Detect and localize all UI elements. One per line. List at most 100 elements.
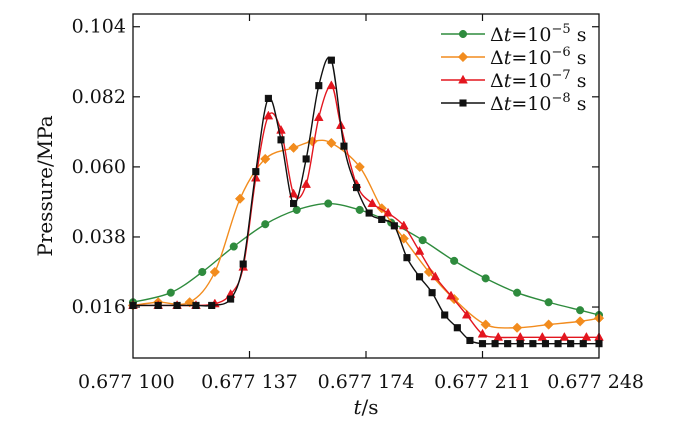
data-point <box>491 340 499 348</box>
data-point <box>367 198 378 207</box>
data-point <box>441 311 449 319</box>
y-axis-ticks: 0.016 0.038 0.060 0.082 0.104 <box>72 16 599 318</box>
data-point <box>478 340 487 348</box>
data-point <box>415 273 424 281</box>
data-point <box>529 340 537 348</box>
data-point <box>290 199 298 208</box>
data-point <box>365 209 373 217</box>
data-point <box>288 142 299 153</box>
data-point <box>327 56 335 64</box>
data-point <box>250 172 261 182</box>
data-point <box>428 289 436 297</box>
data-point <box>398 233 409 244</box>
data-point <box>581 331 592 341</box>
series-line <box>132 202 600 316</box>
legend-marker <box>457 51 469 63</box>
series-4 <box>129 56 603 348</box>
data-point <box>340 142 348 150</box>
data-point <box>313 112 324 121</box>
data-point <box>554 340 562 348</box>
data-point <box>252 168 260 176</box>
data-point <box>208 301 216 309</box>
data-point <box>209 266 221 278</box>
x-tick-label: 0.677 100 <box>78 371 175 393</box>
data-point <box>504 340 512 348</box>
data-point <box>166 288 175 297</box>
legend-marker <box>459 99 467 107</box>
data-point <box>173 301 181 309</box>
data-point <box>418 236 427 245</box>
data-point <box>324 199 333 208</box>
legend-item-1: Δt=10−5 s <box>441 22 586 46</box>
data-point <box>414 245 425 255</box>
data-point <box>480 319 491 330</box>
data-point <box>302 155 310 163</box>
data-point <box>383 207 393 217</box>
data-point <box>390 222 398 230</box>
data-point <box>229 242 238 251</box>
legend-marker <box>458 29 468 39</box>
x-tick-label: 0.677 137 <box>201 371 298 393</box>
data-point <box>234 193 246 204</box>
data-point <box>461 309 472 319</box>
data-point <box>227 295 235 303</box>
data-point <box>326 80 337 90</box>
data-point <box>543 319 554 330</box>
data-point <box>541 340 550 348</box>
series-line <box>132 139 600 329</box>
data-point <box>559 331 570 341</box>
y-tick-label: 0.038 <box>72 226 126 248</box>
data-point <box>239 260 247 268</box>
data-point <box>184 297 195 308</box>
y-tick-label: 0.104 <box>72 16 126 38</box>
data-point <box>315 82 323 90</box>
x-axis-ticks: 0.677 100 0.677 137 0.677 174 0.677 211 0.67… <box>78 14 644 393</box>
x-axis-title-unit: /s <box>362 395 379 419</box>
series-2 <box>127 136 605 333</box>
data-point <box>353 184 361 192</box>
legend: Δt=10−5 sΔt=10−6 sΔt=10−7 sΔt=10−8 s <box>441 22 586 115</box>
legend-marker <box>458 74 468 84</box>
data-point <box>576 306 585 315</box>
data-point <box>378 215 386 223</box>
legend-label: Δt=10−7 s <box>490 68 586 92</box>
x-axis-title-symbol: t <box>353 395 362 419</box>
data-point <box>453 324 461 332</box>
data-point <box>423 266 435 278</box>
x-tick-label: 0.677 248 <box>547 371 644 393</box>
data-point <box>292 205 301 214</box>
data-point <box>260 153 271 165</box>
data-point <box>263 110 274 120</box>
data-point <box>430 271 441 281</box>
data-point <box>192 301 200 309</box>
series-1 <box>128 199 604 320</box>
data-point <box>261 220 270 229</box>
x-axis-title: t/s <box>353 395 378 419</box>
data-point <box>515 331 526 341</box>
y-tick-label: 0.082 <box>72 86 126 108</box>
legend-item-4: Δt=10−8 s <box>441 91 586 115</box>
data-point <box>477 328 488 338</box>
data-point <box>579 340 587 348</box>
data-point <box>537 331 548 341</box>
legend-label: Δt=10−6 s <box>490 45 586 69</box>
data-point <box>277 136 285 144</box>
y-tick-label: 0.060 <box>72 156 126 178</box>
data-point <box>446 290 456 300</box>
x-tick-label: 0.677 211 <box>434 371 531 393</box>
legend-label: Δt=10−5 s <box>490 22 586 46</box>
data-point <box>264 94 272 102</box>
data-point <box>511 322 523 333</box>
series-3 <box>128 80 604 341</box>
data-point <box>326 137 337 149</box>
legend-label: Δt=10−8 s <box>490 91 586 115</box>
data-point <box>403 254 411 262</box>
data-point <box>301 179 311 188</box>
data-point <box>355 205 364 214</box>
data-point <box>398 220 409 230</box>
data-point <box>567 340 575 348</box>
data-point <box>354 161 365 173</box>
data-point <box>450 256 459 265</box>
data-point <box>481 274 490 283</box>
